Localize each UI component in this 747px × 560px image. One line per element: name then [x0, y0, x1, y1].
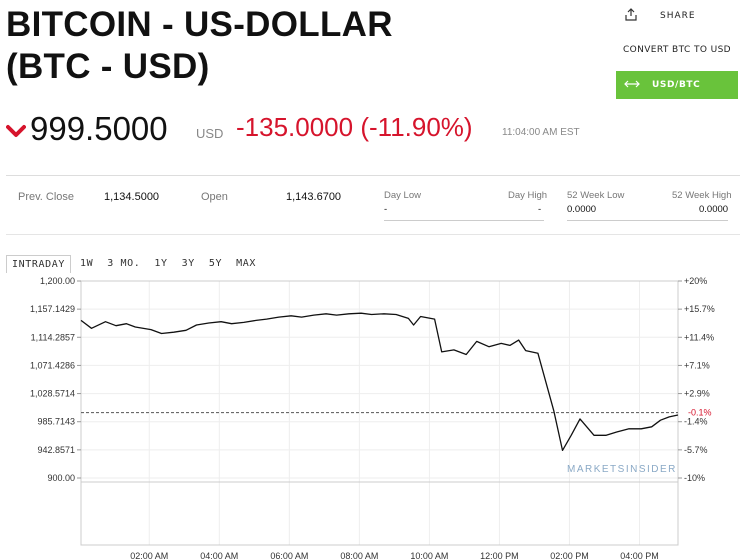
price-change: -135.0000 (-11.90%) — [236, 112, 473, 143]
y-left-tick-label: 942.8571 — [37, 445, 75, 455]
currency-label: USD — [196, 126, 224, 141]
y-left-tick-label: 1,157.1429 — [30, 304, 75, 314]
open-label: Open — [201, 191, 228, 203]
usd-btc-button[interactable]: USD/BTC — [616, 71, 738, 99]
x-tick-label: 04:00 PM — [620, 551, 659, 560]
y-right-tick-label: -5.7% — [684, 445, 708, 455]
share-label: SHARE — [660, 11, 696, 21]
day-range-bar — [384, 220, 544, 221]
page-title-line2: (BTC - USD) — [6, 47, 210, 86]
price-change-percent: (-11.90%) — [360, 112, 473, 142]
y-right-tick-label: +2.9% — [684, 389, 710, 399]
price-change-value: -135.0000 — [236, 112, 354, 142]
y-left-tick-label: 985.7143 — [37, 417, 75, 427]
y-right-tick-label: +11.4% — [684, 332, 714, 342]
x-tick-label: 10:00 AM — [410, 551, 448, 560]
usd-btc-label: USD/BTC — [652, 80, 701, 90]
x-tick-label: 12:00 PM — [480, 551, 519, 560]
divider — [6, 234, 740, 235]
y-left-tick-label: 900.00 — [47, 473, 75, 483]
down-arrow-icon — [6, 124, 26, 143]
y-right-tick-label: +15.7% — [684, 304, 715, 314]
y-right-tick-label: +7.1% — [684, 360, 710, 370]
price-chart[interactable]: 1,200.00 1,157.1429 1,114.2857 1,071.4286 1,… — [0, 275, 747, 560]
y-right-tick-label: -10% — [684, 473, 705, 483]
quote-line: 999.5000 USD -135.0000 (-11.90%) 11:04:0… — [0, 110, 620, 150]
previous-close-label: -0.1% — [688, 408, 712, 418]
price-line — [80, 312, 679, 452]
swap-arrows-icon — [620, 78, 644, 93]
day-high-label: Day High — [508, 190, 548, 201]
day-low-label: Day Low — [384, 190, 421, 201]
y-right-tick-label: -1.4% — [684, 417, 708, 427]
x-tick-label: 02:00 PM — [550, 551, 589, 560]
convert-btc-to-usd-button[interactable]: CONVERT BTC TO USD — [616, 36, 738, 64]
y-left-tick-label: 1,028.5714 — [30, 389, 75, 399]
prev-close-value: 1,134.5000 — [104, 191, 160, 203]
y-left-tick-label: 1,114.2857 — [31, 332, 75, 342]
y-left-tick-label: 1,200.00 — [40, 276, 75, 286]
tab-intraday[interactable]: INTRADAY — [6, 255, 71, 273]
prev-close-label: Prev. Close — [18, 191, 75, 203]
tab-3y[interactable]: 3Y — [181, 258, 195, 269]
52-week-high-value: 0.0000 — [699, 204, 729, 215]
y-left-tick-label: 1,071.4286 — [30, 360, 75, 370]
52-week-range-bar — [567, 220, 728, 221]
timeframe-tabs: INTRADAY 1W 3 MO. 1Y 3Y 5Y MAX — [6, 255, 265, 273]
tab-1y[interactable]: 1Y — [154, 258, 168, 269]
share-button[interactable]: SHARE — [616, 2, 738, 30]
x-tick-label: 04:00 AM — [200, 551, 238, 560]
52-week-low-label: 52 Week Low — [567, 190, 625, 201]
day-low-value: - — [384, 204, 388, 215]
quote-time: 11:04:00 AM EST — [502, 127, 580, 138]
y-right-tick-label: +20% — [684, 276, 707, 286]
tab-5y[interactable]: 5Y — [208, 258, 223, 269]
x-tick-label: 06:00 AM — [270, 551, 308, 560]
52-week-high-label: 52 Week High — [672, 190, 732, 201]
day-high-value: - — [538, 204, 542, 215]
page-title: BITCOIN - US-DOLLAR (BTC - USD) — [6, 4, 393, 88]
52-week-low-value: 0.0000 — [567, 204, 597, 215]
page-title-line1: BITCOIN - US-DOLLAR — [6, 5, 393, 44]
marketsinsider-watermark: MARKETSINSIDER — [567, 464, 677, 475]
tab-1w[interactable]: 1W — [79, 258, 94, 269]
current-price: 999.5000 — [30, 110, 168, 147]
open-value: 1,143.6700 — [286, 191, 342, 203]
x-tick-label: 08:00 AM — [340, 551, 378, 560]
x-tick-label: 02:00 AM — [130, 551, 168, 560]
share-icon — [618, 8, 644, 24]
divider — [6, 175, 740, 176]
tab-3mo[interactable]: 3 MO. — [107, 258, 141, 269]
tab-max[interactable]: MAX — [236, 258, 256, 269]
convert-label: CONVERT BTC TO USD — [622, 45, 732, 55]
